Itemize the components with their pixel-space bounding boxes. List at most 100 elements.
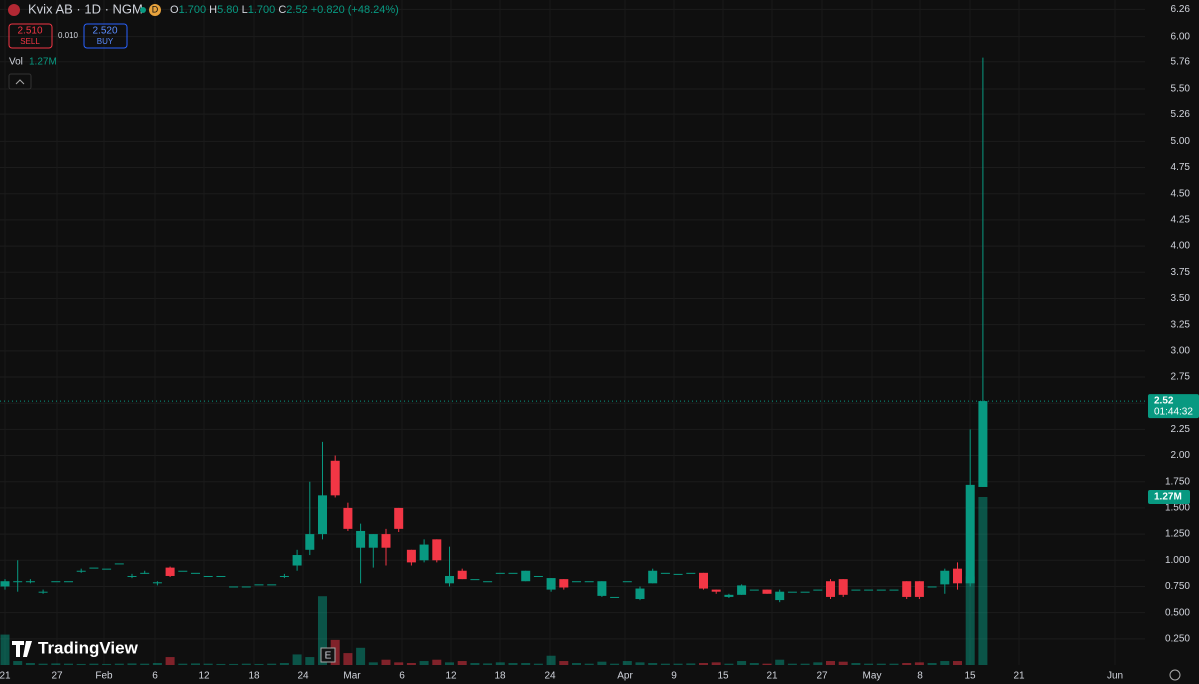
- volume-bar: [89, 663, 99, 665]
- volume-bar: [178, 663, 188, 665]
- y-tick-label: 3.25: [1171, 319, 1191, 330]
- volume-bar: [762, 663, 772, 665]
- logo: TradingView: [38, 638, 139, 657]
- candle-body: [699, 572, 708, 589]
- volume-tag: [1148, 490, 1190, 504]
- volume-bar: [889, 663, 899, 665]
- volume-bar: [102, 663, 112, 665]
- buy-button[interactable]: [83, 23, 128, 49]
- candle-body: [546, 578, 556, 590]
- volume-bar: [559, 661, 569, 665]
- candle-body: [330, 460, 340, 496]
- candle-body: [368, 534, 378, 548]
- candle-body: [406, 549, 416, 563]
- y-tick-label: 3.75: [1171, 267, 1191, 278]
- candle-body: [140, 572, 150, 574]
- volume-bar: [114, 663, 124, 665]
- candle-body: [876, 589, 886, 591]
- collapse-button[interactable]: [8, 73, 32, 90]
- candle-body: [521, 570, 531, 582]
- logo-icon: [12, 641, 32, 657]
- volume-bar: [470, 663, 480, 665]
- volume-bar: [749, 663, 759, 665]
- candle-body: [267, 584, 277, 586]
- volume-bar: [279, 663, 289, 665]
- candle-body: [737, 585, 747, 595]
- y-tick-label: 2.25: [1171, 424, 1191, 435]
- y-tick-label: 2.00: [1171, 450, 1191, 461]
- candle-body: [673, 573, 683, 575]
- candle-body: [660, 572, 670, 574]
- volume-bar: [508, 663, 518, 665]
- x-tick-label: 21: [1013, 671, 1025, 682]
- candle-body: [940, 570, 950, 585]
- candle-body: [241, 586, 251, 588]
- volume-bar: [978, 497, 988, 665]
- x-tick-label: 18: [494, 671, 506, 682]
- volume-bar: [483, 663, 493, 665]
- candle-body: [203, 575, 213, 577]
- earnings-box[interactable]: [320, 647, 336, 663]
- candle-body: [914, 581, 924, 597]
- settings-icon[interactable]: [1169, 669, 1181, 681]
- earnings-marker: E: [325, 651, 332, 662]
- candle-body: [89, 567, 99, 569]
- y-tick-label: 1.000: [1165, 555, 1190, 566]
- y-tick-label: 1.500: [1165, 503, 1190, 514]
- sell-button[interactable]: [8, 23, 53, 49]
- volume-bar: [0, 634, 10, 665]
- candle-body: [686, 572, 696, 574]
- x-tick-label: 9: [671, 671, 677, 682]
- candle-body: [978, 401, 988, 487]
- candle-body: [356, 530, 366, 548]
- volume-bar: [254, 663, 264, 665]
- candle-body: [610, 596, 620, 598]
- y-tick-label: 0.250: [1165, 633, 1190, 644]
- volume-bar: [152, 663, 162, 665]
- interval-badge-bg: [149, 4, 161, 16]
- candle-body: [800, 591, 810, 593]
- volume-bar: [368, 662, 378, 665]
- candle-body: [495, 572, 505, 574]
- candle-body: [216, 575, 226, 577]
- volume-bar: [813, 662, 823, 665]
- volume-bar: [597, 661, 607, 665]
- volume-bar: [13, 661, 23, 665]
- l-label: L: [242, 4, 248, 16]
- y-tick-label: 3.50: [1171, 293, 1191, 304]
- volume-bar: [711, 662, 721, 665]
- candle-body: [64, 581, 73, 583]
- x-tick-label: Jun: [1107, 671, 1123, 682]
- volume-bar: [660, 663, 670, 665]
- price-axis: 0.250 0.500 0.750 1.000 1.250 1.500 1.750 2.00 2…: [1145, 0, 1199, 684]
- candle-body: [0, 581, 10, 587]
- volume-bar: [622, 661, 632, 665]
- x-tick-label: May: [863, 671, 882, 682]
- x-tick-label: Mar: [343, 671, 361, 682]
- volume-bar: [445, 662, 454, 665]
- candle-body: [432, 539, 442, 561]
- volume-bar: [965, 576, 975, 665]
- candle-body: [508, 572, 518, 574]
- y-tick-label: 0.500: [1165, 607, 1190, 618]
- y-tick-label: 5.00: [1171, 136, 1191, 147]
- candle-body: [38, 591, 48, 593]
- candle-body: [559, 579, 569, 588]
- volume-bar: [38, 663, 48, 665]
- symbol[interactable]: Kvix AB · 1D · NGM: [28, 1, 143, 16]
- vol-value: 1.27M: [29, 57, 57, 68]
- candle-body: [597, 581, 607, 596]
- collapse-icon: [15, 79, 25, 85]
- volume-bar: [724, 663, 734, 665]
- volume-bar: [635, 662, 645, 665]
- candle-body: [483, 581, 493, 583]
- candle-body: [305, 534, 315, 550]
- volume-bar: [699, 663, 708, 665]
- y-tick-label: 5.76: [1171, 56, 1191, 67]
- volume-bar: [203, 663, 213, 665]
- volume-bar: [305, 657, 315, 665]
- buy-label: BUY: [97, 37, 114, 46]
- candle-body: [457, 570, 467, 580]
- y-tick-label: 1.750: [1165, 476, 1190, 487]
- x-tick-label: 15: [964, 671, 976, 682]
